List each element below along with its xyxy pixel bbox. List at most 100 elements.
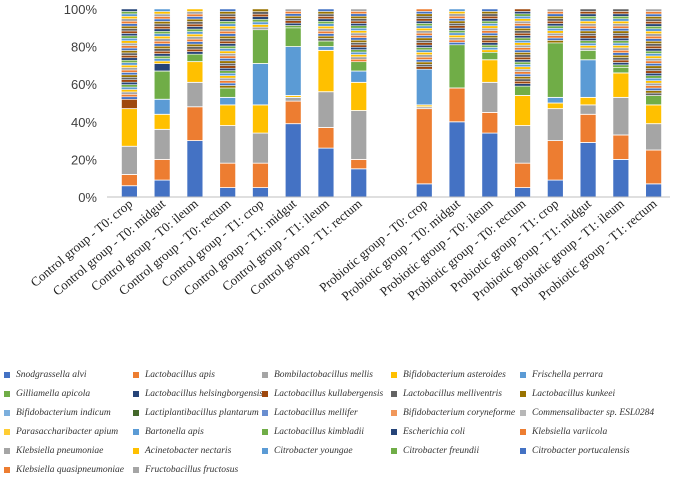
bar-segment-minor	[645, 58, 662, 62]
bar-segment-minor	[186, 11, 204, 15]
legend: Snodgrassella alvi Lactobacillus apis Bomb…	[0, 364, 685, 477]
bar-segment-minor	[645, 16, 662, 20]
bar-segment-minor	[186, 18, 204, 22]
legend-item: Lactobacillus kimbladii	[262, 423, 364, 441]
bar-segment	[481, 81, 499, 113]
legend-swatch	[391, 448, 397, 454]
legend-swatch	[520, 429, 526, 435]
bar-segment	[317, 91, 335, 128]
bar-segment-minor	[186, 8, 204, 12]
bar-segment-minor	[121, 33, 138, 37]
bar-segment-minor	[153, 43, 171, 47]
bar-segment-minor	[645, 45, 662, 49]
legend-label: Frischella perrara	[532, 370, 603, 380]
bar-segment-minor	[317, 13, 335, 17]
bar-segment-minor	[481, 20, 499, 24]
bar-segment-minor	[579, 33, 597, 37]
bar-segment-minor	[645, 65, 662, 69]
bar-segment-minor	[121, 89, 138, 93]
bar-segment-minor	[219, 63, 236, 67]
bar-segment-minor	[186, 33, 204, 37]
bar-segment-minor	[121, 8, 138, 12]
bar-stack	[186, 8, 204, 198]
bar-segment	[579, 142, 597, 198]
bar-segment-minor	[121, 84, 138, 88]
bar-segment-minor	[481, 37, 499, 41]
bar-segment-minor	[448, 42, 466, 45]
bar-segment-minor	[153, 58, 171, 62]
bar-segment-minor	[645, 11, 662, 15]
bar-segment-minor	[547, 18, 564, 22]
bar-segment	[284, 123, 302, 198]
bar-segment-minor	[612, 47, 630, 51]
bar-segment-minor	[153, 16, 171, 20]
legend-swatch	[391, 391, 397, 397]
bar-segment-minor	[579, 18, 597, 22]
bar-segment-minor	[645, 55, 662, 59]
bar-segment-minor	[645, 87, 662, 91]
bar-segment-minor	[514, 28, 531, 31]
bar-segment-minor	[448, 34, 466, 38]
bar-segment-minor	[612, 62, 630, 66]
bar-segment-minor	[121, 13, 138, 17]
bar-segment-minor	[448, 25, 466, 29]
bar-segment-minor	[612, 57, 630, 61]
bar-segment-minor	[219, 18, 236, 22]
bar-segment-minor	[121, 18, 138, 22]
bar-segment-minor	[284, 20, 302, 24]
bar-segment-minor	[579, 37, 597, 41]
legend-label: Lactiplantibacillus plantarum	[145, 408, 259, 418]
bar-segment-minor	[481, 8, 499, 12]
bar-segment	[153, 179, 171, 198]
bar-segment-minor	[350, 30, 367, 34]
bar-segment-minor	[317, 35, 335, 39]
bar-segment-minor	[186, 43, 204, 47]
bar-segment	[284, 100, 302, 125]
bar-segment-minor	[645, 48, 662, 52]
legend-swatch	[391, 410, 397, 416]
bar-segment-minor	[153, 28, 171, 32]
bar-stack	[645, 8, 663, 198]
bar-segment-minor	[579, 47, 597, 51]
bar-segment-minor	[514, 52, 531, 56]
bar-segment-minor	[481, 11, 499, 15]
bar-segment-minor	[547, 28, 564, 32]
bar-segment-minor	[317, 38, 335, 42]
legend-label: Snodgrassella alvi	[16, 370, 87, 380]
bar-segment-minor	[514, 71, 531, 75]
bar-segment-minor	[284, 15, 302, 19]
bar-segment-minor	[448, 15, 466, 19]
bar-segment-minor	[416, 20, 433, 24]
bar-segment	[546, 140, 564, 181]
bar-segment-minor	[416, 66, 433, 70]
bar-segment-minor	[121, 72, 138, 76]
bar-segment-minor	[481, 13, 499, 17]
bar-segment-minor	[579, 11, 597, 15]
bar-segment	[350, 110, 368, 160]
bar-segment-minor	[579, 13, 597, 17]
bar-segment-minor	[153, 33, 171, 37]
bar-segment-minor	[219, 72, 236, 76]
bar-segment-minor	[153, 31, 171, 35]
legend-item: Bartonella apis	[133, 423, 204, 441]
bar-segment-minor	[284, 8, 302, 12]
legend-swatch	[391, 372, 397, 378]
bar-segment-minor	[612, 25, 630, 29]
bar-segment-minor	[153, 45, 171, 49]
bar-segment-minor	[219, 21, 236, 25]
bar-segment-minor	[448, 23, 466, 26]
legend-label: Acinetobacter nectaris	[145, 446, 232, 456]
bar-segment-minor	[121, 55, 138, 59]
bar-segment-minor	[121, 77, 138, 80]
bars	[120, 8, 663, 198]
bar-segment	[317, 46, 335, 51]
bar-segment-minor	[612, 23, 630, 27]
bar-segment-minor	[514, 32, 531, 36]
bar-segment-minor	[219, 80, 236, 84]
bar-segment-minor	[252, 24, 269, 28]
legend-item: Bifidobacterium indicum	[4, 404, 111, 422]
bar-segment-minor	[547, 35, 564, 39]
bar-segment-minor	[514, 30, 531, 34]
bar-segment-minor	[219, 85, 236, 89]
bar-segment-minor	[448, 30, 466, 34]
